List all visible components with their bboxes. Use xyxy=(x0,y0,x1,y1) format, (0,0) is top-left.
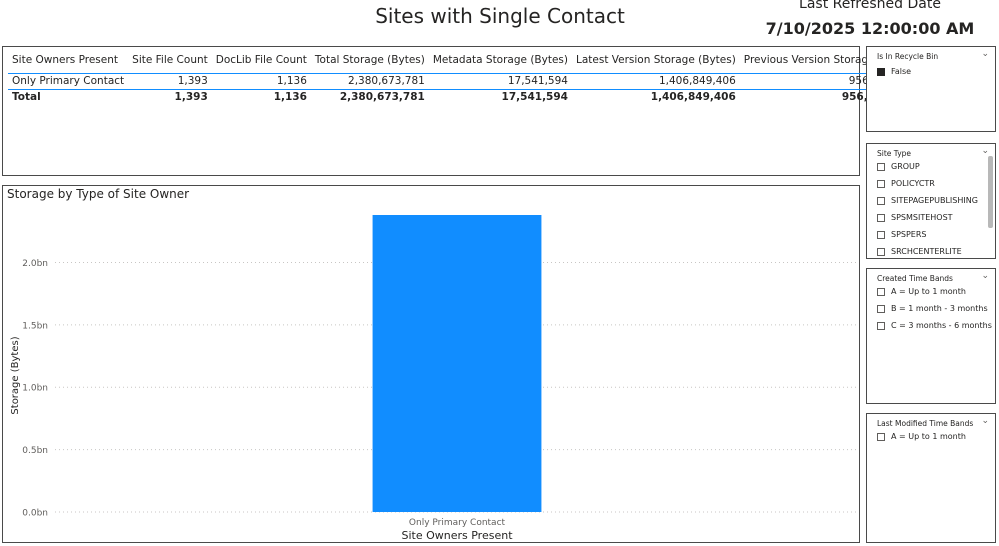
checkbox-checked-icon[interactable] xyxy=(877,67,885,76)
total-cell: 2,380,673,781 xyxy=(339,91,425,104)
slicer-option-label: GROUP xyxy=(891,162,920,171)
column-header[interactable]: Latest Version Storage (Bytes) xyxy=(571,51,740,74)
last-refreshed-value: 7/10/2025 12:00:00 AM xyxy=(765,19,975,38)
slicer-title: Last Modified Time Bands xyxy=(877,419,974,428)
slicer-option-policyctr[interactable]: POLICYCTR xyxy=(877,179,935,188)
slicer-scrollbar[interactable] xyxy=(988,156,993,228)
checkbox-icon[interactable] xyxy=(877,213,885,222)
table-cell: 1,406,849,406 xyxy=(571,73,740,90)
storage-table-visual[interactable]: Site Owners Present Site File Count DocL… xyxy=(2,46,920,176)
checkbox-icon[interactable] xyxy=(877,432,885,441)
chevron-down-icon[interactable]: ⌄ xyxy=(981,49,989,59)
table-cell: 17,541,594 xyxy=(428,73,572,90)
checkbox-icon[interactable] xyxy=(877,230,885,239)
checkbox-icon[interactable] xyxy=(877,321,885,330)
page-title: Sites with Single Contact xyxy=(375,4,625,28)
slicer-option-a[interactable]: A = Up to 1 month xyxy=(877,287,966,296)
slicer-option-label: B = 1 month - 3 months xyxy=(891,304,988,313)
table-row[interactable]: Only Primary Contact 1,393 1,136 2,380,6… xyxy=(8,73,920,90)
y-axis-title: Storage (Bytes) xyxy=(10,336,21,414)
slicer-title: Created Time Bands xyxy=(877,274,953,283)
table-cell: Only Primary Contact xyxy=(8,73,129,90)
slicer-option-group[interactable]: GROUP xyxy=(877,162,920,171)
slicer-option-b[interactable]: B = 1 month - 3 months xyxy=(877,304,988,313)
storage-bar-chart-visual[interactable]: Storage by Type of Site Owner 0.0bn 0.5bn… xyxy=(2,185,860,543)
slicer-site-type[interactable]: Site Type ⌄ GROUP POLICYCTR SITEPAGEPUBL… xyxy=(866,143,996,259)
total-cell: 1,406,849,406 xyxy=(650,91,736,104)
column-header[interactable]: Metadata Storage (Bytes) xyxy=(428,51,572,74)
column-header[interactable]: Total Storage (Bytes) xyxy=(310,51,429,74)
checkbox-icon[interactable] xyxy=(877,196,885,205)
total-cell: 17,541,594 xyxy=(501,91,568,104)
slicer-option-false[interactable]: False xyxy=(877,67,911,76)
slicer-option-sitepagepublishing[interactable]: SITEPAGEPUBLISHING xyxy=(877,196,978,205)
slicer-option-srchcenterlite[interactable]: SRCHCENTERLITE xyxy=(877,247,962,256)
last-refreshed-label: Last Refreshed Date xyxy=(799,0,941,12)
checkbox-icon[interactable] xyxy=(877,247,885,256)
chart-title: Storage by Type of Site Owner xyxy=(7,187,190,201)
slicer-option-label: SPSPERS xyxy=(891,230,927,239)
column-header[interactable]: Site File Count xyxy=(128,51,212,74)
slicer-title: Is In Recycle Bin xyxy=(877,52,939,61)
y-tick-label: 0.0bn xyxy=(22,509,48,519)
y-tick-label: 1.5bn xyxy=(22,321,48,331)
slicer-recycle-bin[interactable]: Is In Recycle Bin ⌄ False xyxy=(866,46,996,132)
slicer-created-time-bands[interactable]: Created Time Bands ⌄ A = Up to 1 month B… xyxy=(866,268,996,404)
x-axis-title: Site Owners Present xyxy=(401,529,513,542)
slicer-option-label: POLICYCTR xyxy=(891,179,935,188)
slicer-option-c[interactable]: C = 3 months - 6 months xyxy=(877,321,992,330)
slicer-option-a[interactable]: A = Up to 1 month xyxy=(877,432,966,441)
checkbox-icon[interactable] xyxy=(877,179,885,188)
slicer-option-spsmsitehost[interactable]: SPSMSITEHOST xyxy=(877,213,953,222)
slicer-title: Site Type xyxy=(877,149,912,158)
slicer-option-label: SITEPAGEPUBLISHING xyxy=(891,196,978,205)
y-tick-label: 1.0bn xyxy=(22,384,48,394)
storage-table: Site Owners Present Site File Count DocL… xyxy=(8,51,920,105)
table-cell: 1,393 xyxy=(128,73,212,90)
checkbox-icon[interactable] xyxy=(877,304,885,313)
slicer-option-label: SRCHCENTERLITE xyxy=(891,247,962,256)
x-tick-label: Only Primary Contact xyxy=(409,518,506,528)
slicer-option-label: A = Up to 1 month xyxy=(891,432,966,441)
column-header[interactable]: Site Owners Present xyxy=(8,51,129,74)
column-header[interactable]: DocLib File Count xyxy=(211,51,311,74)
table-cell: 1,136 xyxy=(211,73,311,90)
chevron-down-icon[interactable]: ⌄ xyxy=(981,271,989,281)
chevron-down-icon[interactable]: ⌄ xyxy=(981,146,989,156)
slicer-last-modified-time-bands[interactable]: Last Modified Time Bands ⌄ A = Up to 1 m… xyxy=(866,413,996,543)
total-cell: 1,136 xyxy=(273,91,307,104)
slicer-option-label: A = Up to 1 month xyxy=(891,287,966,296)
slicer-option-label: C = 3 months - 6 months xyxy=(891,321,992,330)
slicer-option-spspers[interactable]: SPSPERS xyxy=(877,230,927,239)
total-cell: 1,393 xyxy=(174,91,208,104)
slicer-option-label: SPSMSITEHOST xyxy=(891,213,953,222)
table-total-row: Total 1,393 1,136 2,380,673,781 17,541,5… xyxy=(8,89,920,105)
chevron-down-icon[interactable]: ⌄ xyxy=(981,416,989,426)
checkbox-icon[interactable] xyxy=(877,287,885,296)
y-tick-label: 2.0bn xyxy=(22,259,48,269)
slicer-option-label: False xyxy=(891,67,912,76)
bar-chart: 0.0bn 0.5bn 1.0bn 1.5bn 2.0bn Only Primary Co… xyxy=(10,215,859,542)
checkbox-icon[interactable] xyxy=(877,162,885,171)
bar[interactable] xyxy=(372,215,542,512)
total-cell: Total xyxy=(12,91,41,104)
y-tick-label: 0.5bn xyxy=(22,446,48,456)
table-cell: 2,380,673,781 xyxy=(310,73,429,90)
